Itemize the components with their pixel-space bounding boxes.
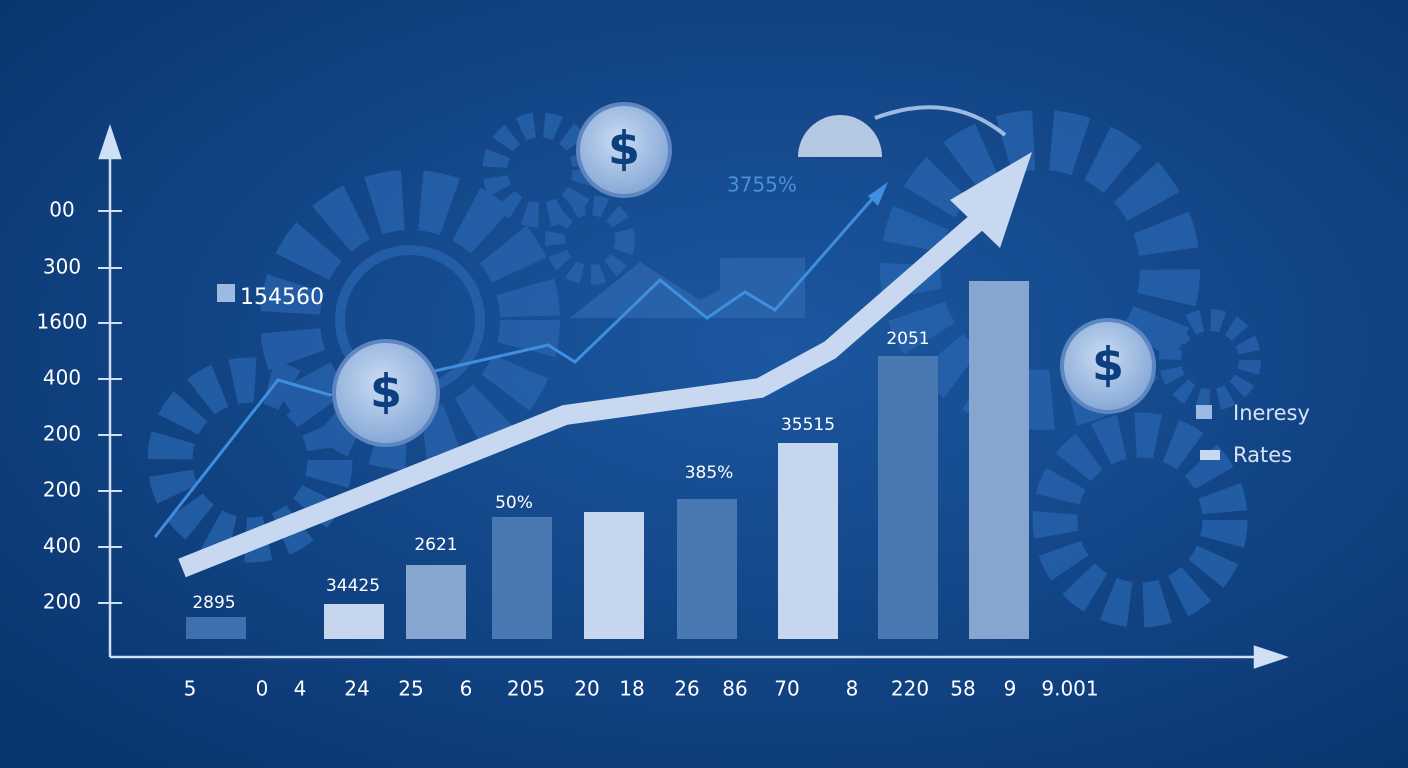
legend-swatch: [1196, 405, 1212, 419]
y-axis-label: 400: [43, 366, 81, 390]
bar: [324, 604, 384, 639]
growth-arrow: [178, 207, 992, 578]
x-axis-label: 9.001: [1041, 677, 1098, 701]
x-axis-label: 70: [774, 677, 799, 701]
cycle-arrow: [874, 105, 1007, 137]
coins: $ $ $: [332, 102, 1156, 447]
growth-arrowhead: [950, 152, 1032, 248]
x-axis-label: 0: [256, 677, 269, 701]
x-axis-label: 20: [574, 677, 599, 701]
trend-arrowhead: [868, 182, 888, 206]
bar-label: 35515: [781, 415, 835, 435]
coin-symbol: $: [370, 365, 402, 419]
x-axis-label: 25: [398, 677, 423, 701]
x-axis-label: 5: [184, 677, 197, 701]
coin: [332, 339, 440, 447]
coin: [576, 102, 672, 198]
x-axis-label: 6: [460, 677, 473, 701]
annotation: 3755%: [727, 173, 797, 197]
bar: [969, 281, 1029, 639]
bar: [778, 443, 838, 639]
y-axis-label: 200: [43, 478, 81, 502]
coin-symbol: $: [608, 122, 640, 176]
y-axis-label: 1600: [37, 310, 88, 334]
x-axis-label: 9: [1004, 677, 1017, 701]
bar-label: 2621: [414, 535, 457, 555]
x-axis-label: 86: [722, 677, 747, 701]
annotation: 154560: [240, 285, 324, 310]
bar-label: 34425: [326, 576, 380, 596]
background-shapes: [570, 115, 882, 318]
x-axis-label: 58: [950, 677, 975, 701]
bar: [186, 617, 246, 639]
bar-label: 385%: [685, 463, 734, 483]
bar-label: 50%: [495, 493, 533, 513]
bar: [878, 356, 938, 639]
y-axis-label: 200: [43, 590, 81, 614]
x-axis-label: 4: [294, 677, 307, 701]
y-axis-label: 00: [49, 198, 74, 222]
bar-label: 2051: [886, 329, 929, 349]
axes: [98, 124, 1289, 669]
coin-symbol: $: [1092, 338, 1124, 392]
y-axis-label: 200: [43, 422, 81, 446]
y-axis-label: 300: [43, 255, 81, 279]
bars: [186, 281, 1029, 639]
legend-label: Rates: [1233, 443, 1292, 467]
y-axis-label: 400: [43, 534, 81, 558]
x-axis-label: 205: [507, 677, 545, 701]
x-axis-label: 24: [344, 677, 369, 701]
bar: [492, 517, 552, 639]
legend-label: Ineresy: [1233, 401, 1310, 425]
bar-label: 2895: [192, 593, 235, 613]
bar: [406, 565, 466, 639]
x-axis-label: 8: [846, 677, 859, 701]
coin: [1060, 318, 1156, 414]
x-axis-label: 18: [619, 677, 644, 701]
x-axis-label: 220: [891, 677, 929, 701]
trend-line: [153, 189, 882, 538]
bar: [677, 499, 737, 639]
bar: [584, 512, 644, 639]
labels: 00 300 1600 400 200 200 400 200 5 0 4 24 25 6 205 20 18 2…: [37, 173, 1310, 701]
legend-swatch: [1200, 450, 1220, 460]
x-axis-label: 26: [674, 677, 699, 701]
annotation-icon: [217, 284, 235, 302]
